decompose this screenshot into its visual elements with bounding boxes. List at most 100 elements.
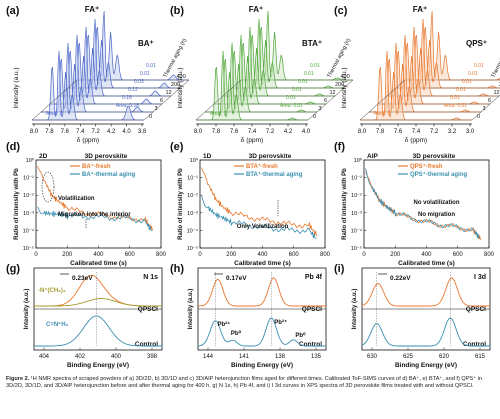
- xps-panel-title: Pb 4f: [305, 274, 323, 281]
- tof-series-line: [37, 165, 153, 231]
- tof-x-tick-label: 200: [62, 252, 73, 258]
- nmr-hour-tick-label: 3: [483, 106, 486, 112]
- nmr-z-axis-title: Thermal aging (h): [162, 38, 188, 79]
- tof-y-tick-label: 10⁻¹: [187, 176, 198, 182]
- nmr-depth-edge: [195, 79, 242, 121]
- nmr-top-label: FA⁺: [413, 5, 427, 14]
- tof-legend-label: BA⁺-fresh: [82, 163, 111, 170]
- xps-x-tick-label: 402: [75, 354, 86, 360]
- nmr-hour-tick-label: 400: [177, 74, 186, 80]
- tof-y-tick-label: 10⁻³: [351, 211, 362, 217]
- nmr-depth-edge: [31, 79, 78, 121]
- tof-y-tick-label: 10⁻²: [187, 193, 198, 199]
- xps-x-tick-label: 141: [239, 354, 250, 360]
- xps-x-tick-label: 144: [203, 354, 214, 360]
- nmr-area-label: 0.01: [140, 71, 150, 77]
- caption-text: ¹H NMR spectra of scraped powders of a) …: [6, 376, 483, 390]
- nmr-area-label: Area: 0.01: [444, 103, 467, 109]
- nmr-hour-tick-label: 12: [166, 90, 172, 96]
- tof-y-tick-label: 10⁻¹: [351, 176, 362, 182]
- nmr-x-tick-label: 7.2: [92, 129, 101, 135]
- xps-shift-label: 0.17eV: [226, 275, 247, 282]
- tof-panel-title: 3D perovskite: [413, 153, 456, 160]
- tof-series-line: [201, 167, 317, 237]
- tof-x-tick-label: 400: [421, 252, 432, 258]
- nmr-x-tick-label: 7.2: [430, 129, 439, 135]
- xps-top-label: QPSCl: [302, 306, 322, 313]
- nmr-x-axis-title: δ (ppm): [77, 137, 99, 144]
- nmr-area-label: 0.01: [462, 79, 472, 85]
- xps-peak-label: Pb⁰: [295, 332, 306, 339]
- nmr-hour-tick-label: 6: [160, 98, 163, 104]
- nmr-area-label: Area: 0.01: [280, 103, 303, 109]
- tof-panel-subtitle: AIP: [367, 153, 379, 160]
- xps-panel-tag: (h): [170, 263, 184, 275]
- nmr-hour-tick-label: 12: [494, 90, 500, 96]
- tof-legend-label: QPS⁺-fresh: [410, 163, 443, 170]
- xps-x-tick-label: 620: [439, 354, 450, 360]
- nmr-x-axis-title: δ (ppm): [405, 137, 427, 144]
- tof-y-tick-label: 10⁰: [190, 157, 199, 164]
- xps-y-axis-title: Intensity (a.u.): [352, 289, 358, 330]
- nmr-depth-edge: [359, 79, 406, 121]
- nmr-hour-tick-label: 12: [330, 90, 336, 96]
- tof-x-tick-label: 600: [289, 252, 300, 258]
- tof-y-tick-label: 10⁻⁴: [23, 227, 35, 234]
- nmr-top-label: FA⁺: [85, 5, 99, 14]
- xps-bottom-label: Control: [135, 341, 158, 348]
- xps-panel-title: N 1s: [143, 274, 158, 281]
- tof-series-line: [201, 195, 317, 239]
- nmr-panel-tag: (b): [170, 5, 184, 17]
- nmr-x-tick-label: 3.0: [466, 129, 475, 135]
- tof-y-axis-title: Ratio of intensity with Pb: [342, 168, 348, 240]
- nmr-area-label: 0.01: [286, 95, 296, 101]
- tof-legend-label: BTA⁺-fresh: [246, 163, 278, 170]
- nmr-area-label: Area: 1: [374, 111, 390, 117]
- nmr-x-tick-label: 3.2: [448, 129, 457, 135]
- tof-x-tick-label: 800: [320, 252, 331, 258]
- nmr-hour-tick-label: 200: [171, 82, 180, 88]
- tof-note: No migration: [418, 212, 455, 218]
- tof-y-tick-label: 10⁻¹: [23, 176, 34, 182]
- nmr-z-axis-title: Thermal aging (h): [490, 38, 500, 79]
- xps-x-tick-label: 404: [39, 354, 50, 360]
- nmr-z-axis-title: Thermal aging (h): [326, 38, 352, 79]
- xps-trace: [198, 317, 326, 347]
- tof-y-tick-label: 10⁻⁵: [351, 245, 362, 252]
- nmr-area-label: 0.03: [134, 79, 144, 85]
- nmr-area-label: 0.16: [122, 95, 132, 101]
- nmr-hour-tick-label: 6: [324, 98, 327, 104]
- xps-peak-label: C=N⁺H₂: [46, 321, 69, 328]
- tof-x-tick-label: 800: [484, 252, 495, 258]
- nmr-x-tick-label: 4.2: [284, 129, 293, 135]
- nmr-depth-edge: [143, 79, 190, 121]
- nmr-y-axis-title: Intensity (a.u.): [341, 67, 348, 108]
- nmr-hour-tick-label: 6: [488, 98, 491, 104]
- xps-bottom-label: Control: [463, 341, 486, 348]
- tof-note: Only Volatilization: [237, 224, 289, 230]
- xps-x-tick-label: 625: [403, 354, 414, 360]
- tof-panel-title: 3D perovskite: [249, 153, 292, 160]
- nmr-y-axis-title: Intensity (a.u.): [177, 67, 184, 108]
- nmr-area-label: 0.01: [456, 87, 466, 93]
- nmr-hour-tick-label: 0: [149, 114, 152, 120]
- xps-panel-tag: (i): [334, 263, 345, 275]
- nmr-x-tick-label: 8.0: [194, 129, 203, 135]
- nmr-x-tick-label: 7.4: [248, 129, 257, 135]
- xps-top-label: QPSCl: [466, 306, 486, 313]
- xps-top-label: QPSCl: [138, 306, 158, 313]
- nmr-hour-tick-label: 200: [335, 82, 344, 88]
- tof-x-tick-label: 400: [93, 252, 104, 258]
- tof-x-tick-label: 400: [257, 252, 268, 258]
- tof-x-tick-label: 200: [390, 252, 401, 258]
- tof-y-tick-label: 10⁻³: [187, 211, 198, 217]
- xps-x-axis-title: Binding Energy (eV): [67, 362, 129, 369]
- xps-y-axis-title: Intensity (a.u.): [188, 289, 194, 330]
- xps-trace: [361, 277, 490, 307]
- nmr-panel-tag: (c): [334, 5, 348, 17]
- xps-x-tick-label: 398: [147, 354, 158, 360]
- nmr-y-axis-title: Intensity (a.u.): [13, 67, 20, 108]
- tof-x-tick-label: 0: [198, 252, 202, 258]
- nmr-area-label: 0.01: [146, 63, 156, 69]
- tof-x-axis-title: Calibrated time (s): [234, 260, 291, 267]
